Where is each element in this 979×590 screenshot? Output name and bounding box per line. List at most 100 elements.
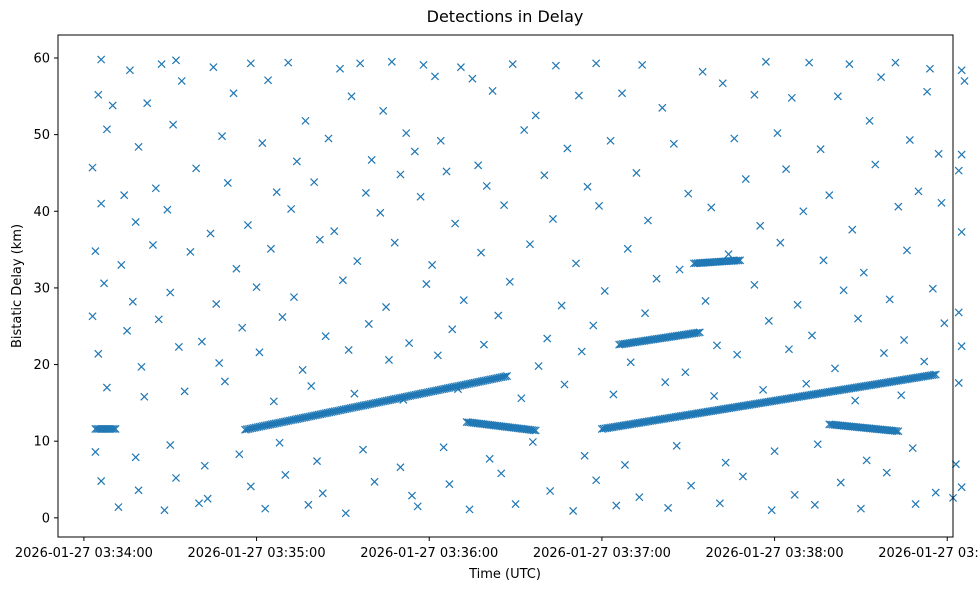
data-point (347, 92, 356, 101)
data-point (379, 106, 388, 115)
data-point (439, 443, 448, 452)
data-point (223, 178, 232, 187)
x-tick-label: 2026-01-27 03:34:00 (15, 546, 153, 561)
data-point (307, 381, 316, 391)
data-point (192, 164, 201, 173)
data-point (128, 297, 137, 306)
data-point (577, 347, 586, 356)
data-point (197, 337, 206, 346)
data-point (560, 380, 569, 389)
data-point (310, 178, 319, 187)
data-point (954, 308, 963, 317)
track-point (894, 427, 903, 436)
data-point (488, 86, 497, 95)
data-point (341, 509, 350, 518)
chart-title: Detections in Delay (427, 7, 584, 26)
data-point (845, 60, 854, 69)
data-point (252, 283, 261, 292)
data-point (632, 168, 641, 177)
data-point (272, 188, 281, 197)
data-point (807, 331, 817, 340)
data-point (836, 478, 845, 487)
data-point (626, 358, 635, 367)
y-tick-label: 10 (33, 435, 50, 450)
track-point (111, 424, 120, 433)
data-point (97, 477, 106, 486)
data-point (287, 204, 296, 214)
data-point (612, 501, 621, 510)
data-point (338, 276, 347, 285)
data-point (148, 240, 157, 250)
data-point (330, 227, 339, 236)
data-point (773, 129, 782, 138)
data-point (131, 453, 140, 462)
data-point (813, 440, 822, 449)
data-point (215, 358, 224, 368)
data-point (707, 203, 716, 212)
data-point (505, 277, 514, 286)
data-point (209, 63, 218, 72)
data-point (258, 139, 267, 148)
data-point (681, 368, 690, 377)
data-point (134, 486, 143, 495)
data-point (687, 481, 696, 490)
data-point (891, 58, 900, 67)
data-point (97, 199, 106, 208)
data-point (91, 247, 100, 256)
data-point (859, 268, 868, 277)
data-point (957, 227, 966, 236)
data-point (511, 500, 520, 509)
data-point (387, 57, 396, 66)
data-point (212, 299, 221, 309)
data-point (298, 365, 307, 374)
x-axis: 2026-01-27 03:34:00 2026-01-27 03:35:00 20… (15, 537, 979, 561)
data-point (764, 316, 773, 325)
data-point (600, 286, 609, 296)
data-point (430, 72, 440, 81)
data-point (787, 93, 796, 102)
track-point (931, 370, 940, 379)
data-point (246, 482, 255, 491)
data-point (635, 493, 644, 502)
y-axis-label: Bistatic Delay (km) (10, 224, 25, 348)
data-point (402, 129, 411, 138)
data-point (609, 390, 618, 399)
data-point (638, 60, 647, 69)
data-point (364, 319, 373, 328)
data-point (194, 499, 204, 508)
data-point (134, 142, 143, 151)
data-point (356, 59, 365, 68)
data-point (166, 288, 175, 297)
scatter-markers (88, 55, 969, 518)
data-point (384, 355, 393, 364)
data-point (871, 160, 880, 169)
data-point (281, 470, 290, 479)
data-point (220, 377, 229, 386)
data-point (854, 314, 863, 323)
data-point (738, 472, 747, 481)
data-point (422, 280, 431, 289)
data-point (750, 280, 759, 289)
data-point (292, 157, 301, 166)
data-point (154, 315, 163, 324)
data-point (957, 342, 966, 351)
data-point (799, 207, 808, 216)
data-point (833, 92, 842, 101)
data-point (911, 500, 920, 509)
data-point (957, 150, 966, 159)
data-point (805, 58, 814, 67)
data-point (137, 362, 146, 371)
data-point (359, 445, 368, 454)
data-point (382, 303, 391, 312)
data-point (741, 175, 750, 184)
data-point (433, 351, 442, 360)
data-point (652, 274, 661, 283)
data-point (108, 101, 117, 110)
data-point (905, 135, 914, 145)
data-point (543, 334, 552, 343)
data-point (474, 161, 483, 170)
data-point (140, 392, 149, 401)
data-point (589, 321, 598, 330)
track-point (529, 426, 538, 435)
data-point (790, 490, 799, 499)
